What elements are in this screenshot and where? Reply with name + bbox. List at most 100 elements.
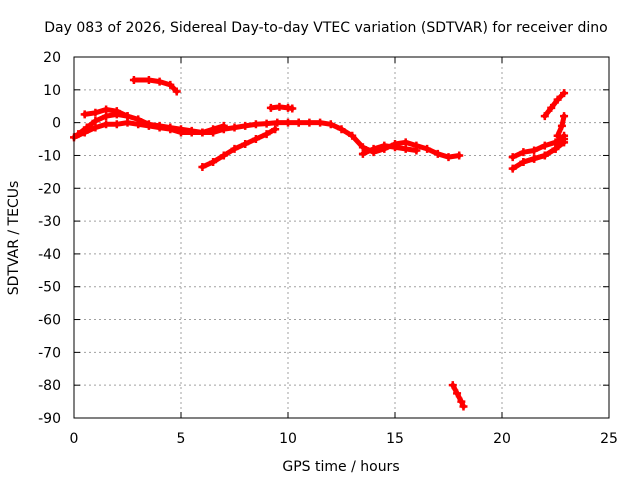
data-point [155,77,164,86]
y-tick-label: 0 [52,116,61,132]
series-arc12 [519,135,569,167]
data-point [519,158,528,167]
data-point [262,119,271,128]
x-tick-label: 10 [279,431,297,447]
data-point [129,75,138,84]
data-point [326,120,335,129]
data-point [288,104,297,113]
data-point [172,87,181,96]
series-arc4 [129,75,181,96]
data-point [380,141,389,150]
data-point [271,125,280,134]
data-point [337,125,346,134]
data-point [508,153,517,162]
y-axis-label: SDTVAR / TECUs [6,181,22,296]
data-point [560,135,569,144]
series-arc9 [448,381,468,411]
data-point [305,118,314,127]
data-point [519,148,528,157]
data-point [358,149,367,158]
data-point [91,116,100,125]
data-point [391,143,399,152]
y-tick-label: -70 [38,345,61,361]
data-point [560,89,569,98]
plot-frame [73,56,610,419]
data-point [251,135,260,144]
data-point [553,95,562,104]
y-tick-label: -60 [38,313,61,329]
data-point [230,144,239,153]
y-tick-label: -10 [38,148,61,164]
data-point [348,131,357,140]
data-point [155,121,164,130]
data-point [266,103,275,112]
data-point [530,146,539,155]
y-tick-label: -30 [38,214,61,230]
data-point [459,402,468,411]
data-point [540,151,549,160]
data-point [455,151,464,160]
data-point [198,162,207,171]
data-point [273,118,282,127]
chart-title: Day 083 of 2026, Sidereal Day-to-day VTE… [44,20,607,36]
data-point [401,144,410,153]
data-point [241,121,250,130]
y-tick-label: -90 [38,411,61,427]
data-layer [70,75,569,411]
series-arc6 [266,102,297,113]
series-trace [542,90,567,119]
data-point [166,80,175,89]
data-point [251,120,260,129]
data-point [457,397,466,406]
data-point [294,118,303,127]
data-point [444,153,453,162]
data-point [74,130,83,139]
data-point [219,151,228,160]
y-tick-label: 20 [43,50,61,66]
data-point [166,123,175,132]
data-point [80,110,89,119]
data-point [557,121,566,130]
series-arc13 [553,112,569,140]
data-point [275,102,284,111]
data-point [123,112,132,121]
data-point [209,125,218,134]
y-tick-label: -50 [38,280,61,296]
data-point [540,112,549,121]
y-tick-label: 10 [43,83,61,99]
series-arc8 [358,141,421,158]
data-point [540,141,549,150]
x-tick-label: 25 [600,431,618,447]
data-point [316,118,325,127]
data-point [508,164,517,173]
tick-layer: 0 5 10 15 20 25 20 10 0 -10 -20 -30 -40 -50 -60 -70 -80 -… [38,50,618,447]
data-point [284,118,292,127]
data-point [369,144,378,153]
data-point [241,139,250,148]
data-point [423,144,432,153]
data-point [262,130,271,139]
series-arc11 [508,131,569,162]
data-point [551,144,560,153]
data-point [453,389,462,398]
x-tick-label: 5 [177,431,186,447]
data-point [144,75,153,84]
data-point [187,126,196,135]
x-tick-label: 20 [493,431,511,447]
data-point [219,121,228,130]
data-point [112,107,121,116]
data-point [530,154,539,163]
data-point [177,125,185,134]
series-arc3 [80,105,132,121]
data-point [560,112,569,121]
data-point [553,131,562,140]
data-point [91,108,100,117]
data-point [102,120,111,129]
x-tick-label: 0 [70,431,79,447]
data-point [198,128,207,137]
data-point [144,120,153,129]
series-trace [296,120,462,160]
y-tick-label: -40 [38,247,61,263]
